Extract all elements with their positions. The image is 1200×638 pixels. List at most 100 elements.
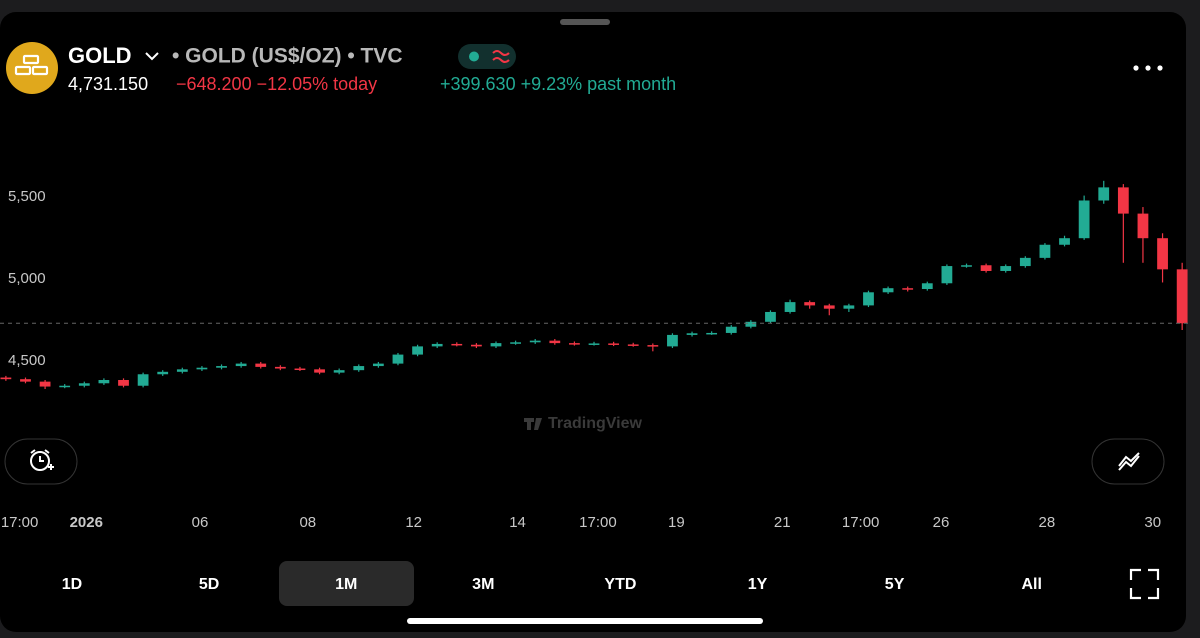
candle-body: [59, 385, 71, 388]
candle-body: [1157, 238, 1168, 270]
range-button[interactable]: 5D: [199, 576, 219, 593]
candle-body: [20, 379, 31, 382]
chart: 4,500 5,000 5,500 17:00 2026 06 08 12 14 17:00 19 2…: [0, 180, 1190, 531]
range-button[interactable]: 5Y: [885, 576, 905, 593]
candle-body: [392, 354, 404, 364]
drag-handle[interactable]: [560, 19, 610, 25]
symbol-description: • GOLD (US$/OZ) • TVC: [172, 45, 403, 68]
range-bar: 1D 5D 1M 3M YTD 1Y 5Y All: [62, 576, 1042, 593]
candle-body: [431, 343, 443, 347]
candle-body: [863, 292, 874, 306]
panel: [0, 12, 1186, 632]
symbol[interactable]: GOLD: [68, 43, 132, 68]
candle-body: [412, 346, 423, 355]
candle-body: [372, 363, 384, 367]
candle-body: [1098, 187, 1110, 201]
candle-body: [176, 369, 188, 372]
y-tick-label: 4,500: [8, 352, 46, 369]
candle-body: [529, 340, 541, 343]
candle-body: [549, 340, 561, 344]
x-tick-label: 17:00: [579, 514, 617, 531]
candle-body: [1059, 238, 1070, 245]
candle-body: [608, 343, 620, 345]
candle-body: [510, 342, 521, 344]
x-tick-label: 17:00: [842, 514, 880, 531]
watermark: TradingView: [524, 415, 643, 432]
range-button[interactable]: 1M: [335, 576, 357, 593]
x-tick-label: 19: [668, 514, 685, 531]
watermark-text: TradingView: [548, 415, 643, 432]
range-button[interactable]: All: [1021, 576, 1041, 593]
y-tick-label: 5,000: [8, 270, 46, 287]
more-menu[interactable]: [1133, 65, 1163, 71]
x-tick-label: 26: [933, 514, 950, 531]
candle-body: [765, 311, 776, 322]
candle-body: [294, 368, 306, 371]
candle-body: [823, 305, 835, 309]
symbol-chevron[interactable]: [145, 52, 159, 61]
candle-body: [902, 288, 914, 290]
candle-body: [1078, 200, 1090, 239]
change-month: +399.630 +9.23% past month: [440, 74, 676, 94]
candle-body: [784, 302, 796, 312]
x-tick-label: 28: [1039, 514, 1056, 531]
candle-body: [157, 371, 169, 375]
candle-body: [882, 288, 894, 293]
candle-body: [137, 374, 149, 386]
candle-body: [451, 343, 463, 346]
candle-body: [490, 343, 502, 347]
candle-body: [1039, 244, 1051, 258]
candle-body: [353, 366, 365, 371]
x-tick-label: 06: [192, 514, 209, 531]
candle-body: [78, 383, 90, 386]
fullscreen-button[interactable]: [1129, 568, 1160, 600]
candle-body: [196, 367, 208, 370]
home-indicator: [407, 618, 763, 624]
candle-body: [39, 381, 51, 387]
change-today: −648.200 −12.05% today: [176, 74, 377, 94]
candle-body: [588, 343, 600, 345]
candle-body: [333, 370, 345, 373]
candle-body: [1117, 187, 1129, 214]
candle-body: [961, 265, 972, 267]
range-button[interactable]: 1D: [62, 576, 82, 593]
range-button[interactable]: YTD: [604, 576, 636, 593]
candle-body: [686, 333, 698, 335]
x-tick-label: 30: [1144, 514, 1161, 531]
x-tick-label: 2026: [70, 514, 103, 531]
candle-body: [706, 332, 718, 335]
range-button[interactable]: 1Y: [748, 576, 768, 593]
x-tick-label: 21: [774, 514, 791, 531]
candle-body: [725, 326, 737, 333]
candle-body: [216, 366, 227, 368]
candle-body: [647, 345, 659, 347]
candle-body: [569, 343, 580, 345]
candle-body: [921, 283, 933, 290]
range-button[interactable]: 3M: [472, 576, 494, 593]
alert-button[interactable]: [4, 438, 78, 485]
candle-body: [1176, 269, 1188, 324]
candle-body: [980, 265, 992, 271]
candle-body: [667, 334, 678, 347]
x-tick-label: 12: [405, 514, 422, 531]
gold-icon: [14, 54, 49, 76]
candle-body: [314, 369, 325, 373]
candle-body: [745, 321, 757, 327]
candle-body: [0, 377, 12, 380]
alert-icon: [30, 449, 54, 471]
status-icon: [492, 50, 510, 63]
status-badge[interactable]: [458, 44, 516, 69]
candle-body: [1019, 257, 1031, 267]
candle-body: [118, 380, 129, 386]
candle-body: [941, 266, 953, 284]
y-tick-label: 5,500: [8, 188, 46, 205]
indicators-button[interactable]: [1091, 438, 1165, 485]
candle-body: [471, 344, 482, 347]
status-dot: [469, 51, 479, 62]
candle-body: [804, 302, 816, 306]
indicators-icon: [1118, 452, 1140, 471]
x-tick-label: 08: [299, 514, 316, 531]
candle-body: [1000, 266, 1012, 271]
